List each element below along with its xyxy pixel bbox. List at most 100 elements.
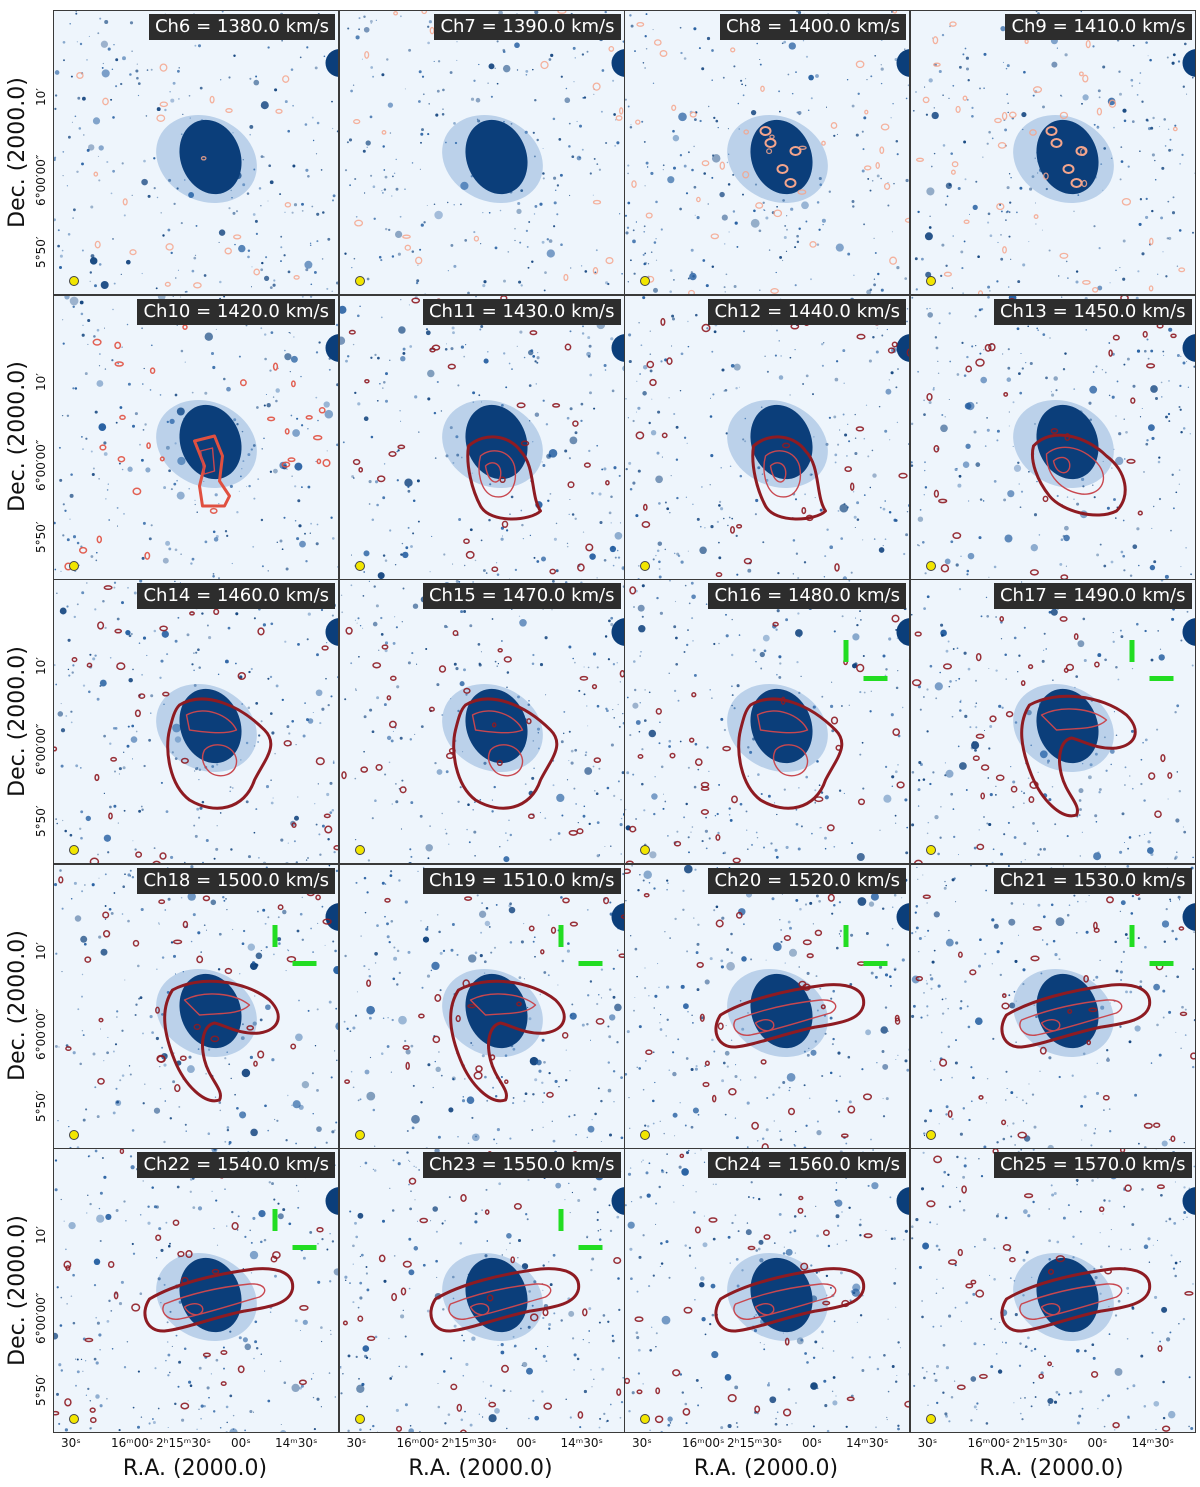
star [54, 1333, 59, 1340]
star [1180, 1005, 1184, 1009]
star [669, 269, 673, 272]
star [967, 1118, 971, 1121]
star [278, 942, 281, 945]
beam-marker [69, 560, 79, 571]
star [369, 356, 373, 359]
star [811, 832, 813, 835]
star [381, 386, 384, 389]
channel-panel: Ch8 = 1400.0 km/s [624, 10, 910, 295]
star [1013, 959, 1018, 963]
noise-contour [637, 754, 644, 760]
star [130, 736, 138, 744]
star [605, 709, 609, 713]
star [717, 831, 720, 835]
star [1014, 1041, 1017, 1043]
star [814, 802, 816, 804]
star [68, 1125, 70, 1128]
hi-outer-contour [451, 697, 558, 810]
star [332, 762, 335, 765]
noise-contour [631, 180, 637, 188]
star [728, 153, 730, 155]
star [1114, 456, 1123, 465]
star [713, 116, 716, 120]
star [996, 241, 999, 244]
star [456, 709, 460, 713]
star [636, 380, 638, 382]
star [966, 99, 969, 101]
star [239, 675, 243, 679]
noise-contour [617, 953, 624, 958]
star [229, 1331, 232, 1334]
star [588, 373, 592, 376]
star [375, 19, 377, 21]
star [1172, 53, 1176, 57]
star [476, 118, 478, 120]
star [691, 594, 696, 600]
noise-contour [696, 961, 704, 968]
star [73, 208, 76, 212]
star [709, 397, 712, 399]
noise-contour [102, 929, 111, 938]
star [1022, 903, 1024, 905]
star [232, 211, 236, 215]
star [455, 453, 459, 457]
star [384, 399, 388, 403]
star [612, 1101, 615, 1103]
galaxy-core [1035, 119, 1099, 195]
star [927, 822, 929, 824]
star [527, 703, 530, 707]
star [862, 538, 864, 541]
star [592, 407, 595, 410]
star [743, 923, 745, 925]
star [280, 838, 284, 842]
star [638, 321, 640, 324]
star [1045, 187, 1048, 191]
star [283, 1381, 287, 1385]
star [119, 1078, 122, 1081]
star [330, 695, 333, 698]
star [1035, 480, 1038, 482]
noise-contour [660, 317, 666, 326]
star [1182, 830, 1186, 834]
noise-contour [528, 329, 537, 335]
star [775, 628, 778, 632]
star [115, 58, 119, 62]
star [228, 76, 231, 79]
star [131, 424, 136, 428]
star [586, 335, 590, 339]
star [81, 995, 83, 998]
star [368, 1016, 372, 1020]
star [135, 730, 138, 733]
star [1102, 564, 1106, 567]
star [629, 126, 633, 129]
noise-contour [1129, 396, 1135, 404]
star [203, 480, 205, 482]
star [331, 127, 334, 130]
noise-contour [653, 39, 662, 46]
noise-contour [284, 427, 290, 435]
star [1122, 568, 1126, 572]
star [401, 551, 409, 558]
star [430, 961, 440, 970]
noise-contour [643, 892, 650, 898]
star [178, 98, 180, 100]
star [693, 27, 697, 31]
star [200, 1418, 202, 1420]
star [109, 657, 112, 659]
star [671, 317, 676, 321]
star [54, 94, 58, 97]
star [236, 510, 239, 513]
star [1114, 414, 1117, 417]
star [382, 553, 385, 557]
star [93, 334, 96, 338]
star [954, 900, 956, 903]
star [956, 372, 959, 376]
star [861, 130, 864, 133]
star [872, 472, 877, 478]
star [697, 923, 700, 926]
star [132, 840, 134, 842]
star [618, 726, 621, 729]
star [204, 391, 208, 395]
channel-label: Ch17 = 1490.0 km/s [993, 583, 1192, 610]
star [114, 727, 118, 730]
